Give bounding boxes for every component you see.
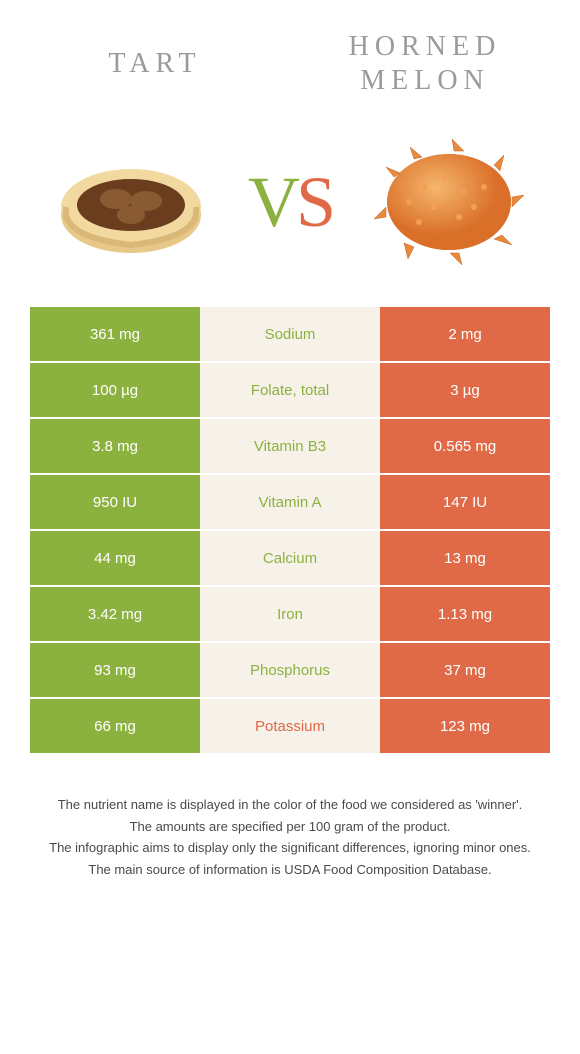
value-left: 950 IU [30,475,200,531]
footer-line: The amounts are specified per 100 gram o… [24,817,556,837]
nutrient-label: Potassium [200,699,380,755]
nutrient-label: Folate, total [200,363,380,419]
table-row: 3.8 mgVitamin B30.565 mg [30,419,550,475]
horned-melon-image [364,137,534,267]
value-left: 93 mg [30,643,200,699]
value-right: 0.565 mg [380,419,550,475]
table-row: 100 µgFolate, total3 µg [30,363,550,419]
title-left: Tart [47,47,263,81]
value-right: 1.13 mg [380,587,550,643]
nutrient-label: Phosphorus [200,643,380,699]
vs-s: S [296,162,332,242]
table-row: 3.42 mgIron1.13 mg [30,587,550,643]
value-right: 123 mg [380,699,550,755]
value-left: 100 µg [30,363,200,419]
footer-line: The main source of information is USDA F… [24,860,556,880]
tart-image [46,137,216,267]
value-left: 3.42 mg [30,587,200,643]
vs-v: V [248,162,296,242]
table-row: 93 mgPhosphorus37 mg [30,643,550,699]
footer-line: The infographic aims to display only the… [24,838,556,858]
nutrient-label: Vitamin A [200,475,380,531]
hero-row: VS [0,107,580,307]
nutrient-label: Sodium [200,307,380,363]
nutrient-label: Vitamin B3 [200,419,380,475]
value-right: 13 mg [380,531,550,587]
footer-line: The nutrient name is displayed in the co… [24,795,556,815]
table-row: 950 IUVitamin A147 IU [30,475,550,531]
nutrition-table: 361 mgSodium2 mg100 µgFolate, total3 µg3… [30,307,550,755]
table-row: 66 mgPotassium123 mg [30,699,550,755]
header: Tart Horned melon [0,0,580,107]
value-left: 361 mg [30,307,200,363]
table-row: 44 mgCalcium13 mg [30,531,550,587]
value-right: 2 mg [380,307,550,363]
value-left: 66 mg [30,699,200,755]
value-right: 37 mg [380,643,550,699]
vs-label: VS [248,161,332,244]
value-right: 147 IU [380,475,550,531]
value-left: 3.8 mg [30,419,200,475]
value-left: 44 mg [30,531,200,587]
footer-notes: The nutrient name is displayed in the co… [0,755,580,879]
title-right: Horned melon [317,30,533,97]
value-right: 3 µg [380,363,550,419]
nutrient-label: Calcium [200,531,380,587]
table-row: 361 mgSodium2 mg [30,307,550,363]
nutrient-label: Iron [200,587,380,643]
